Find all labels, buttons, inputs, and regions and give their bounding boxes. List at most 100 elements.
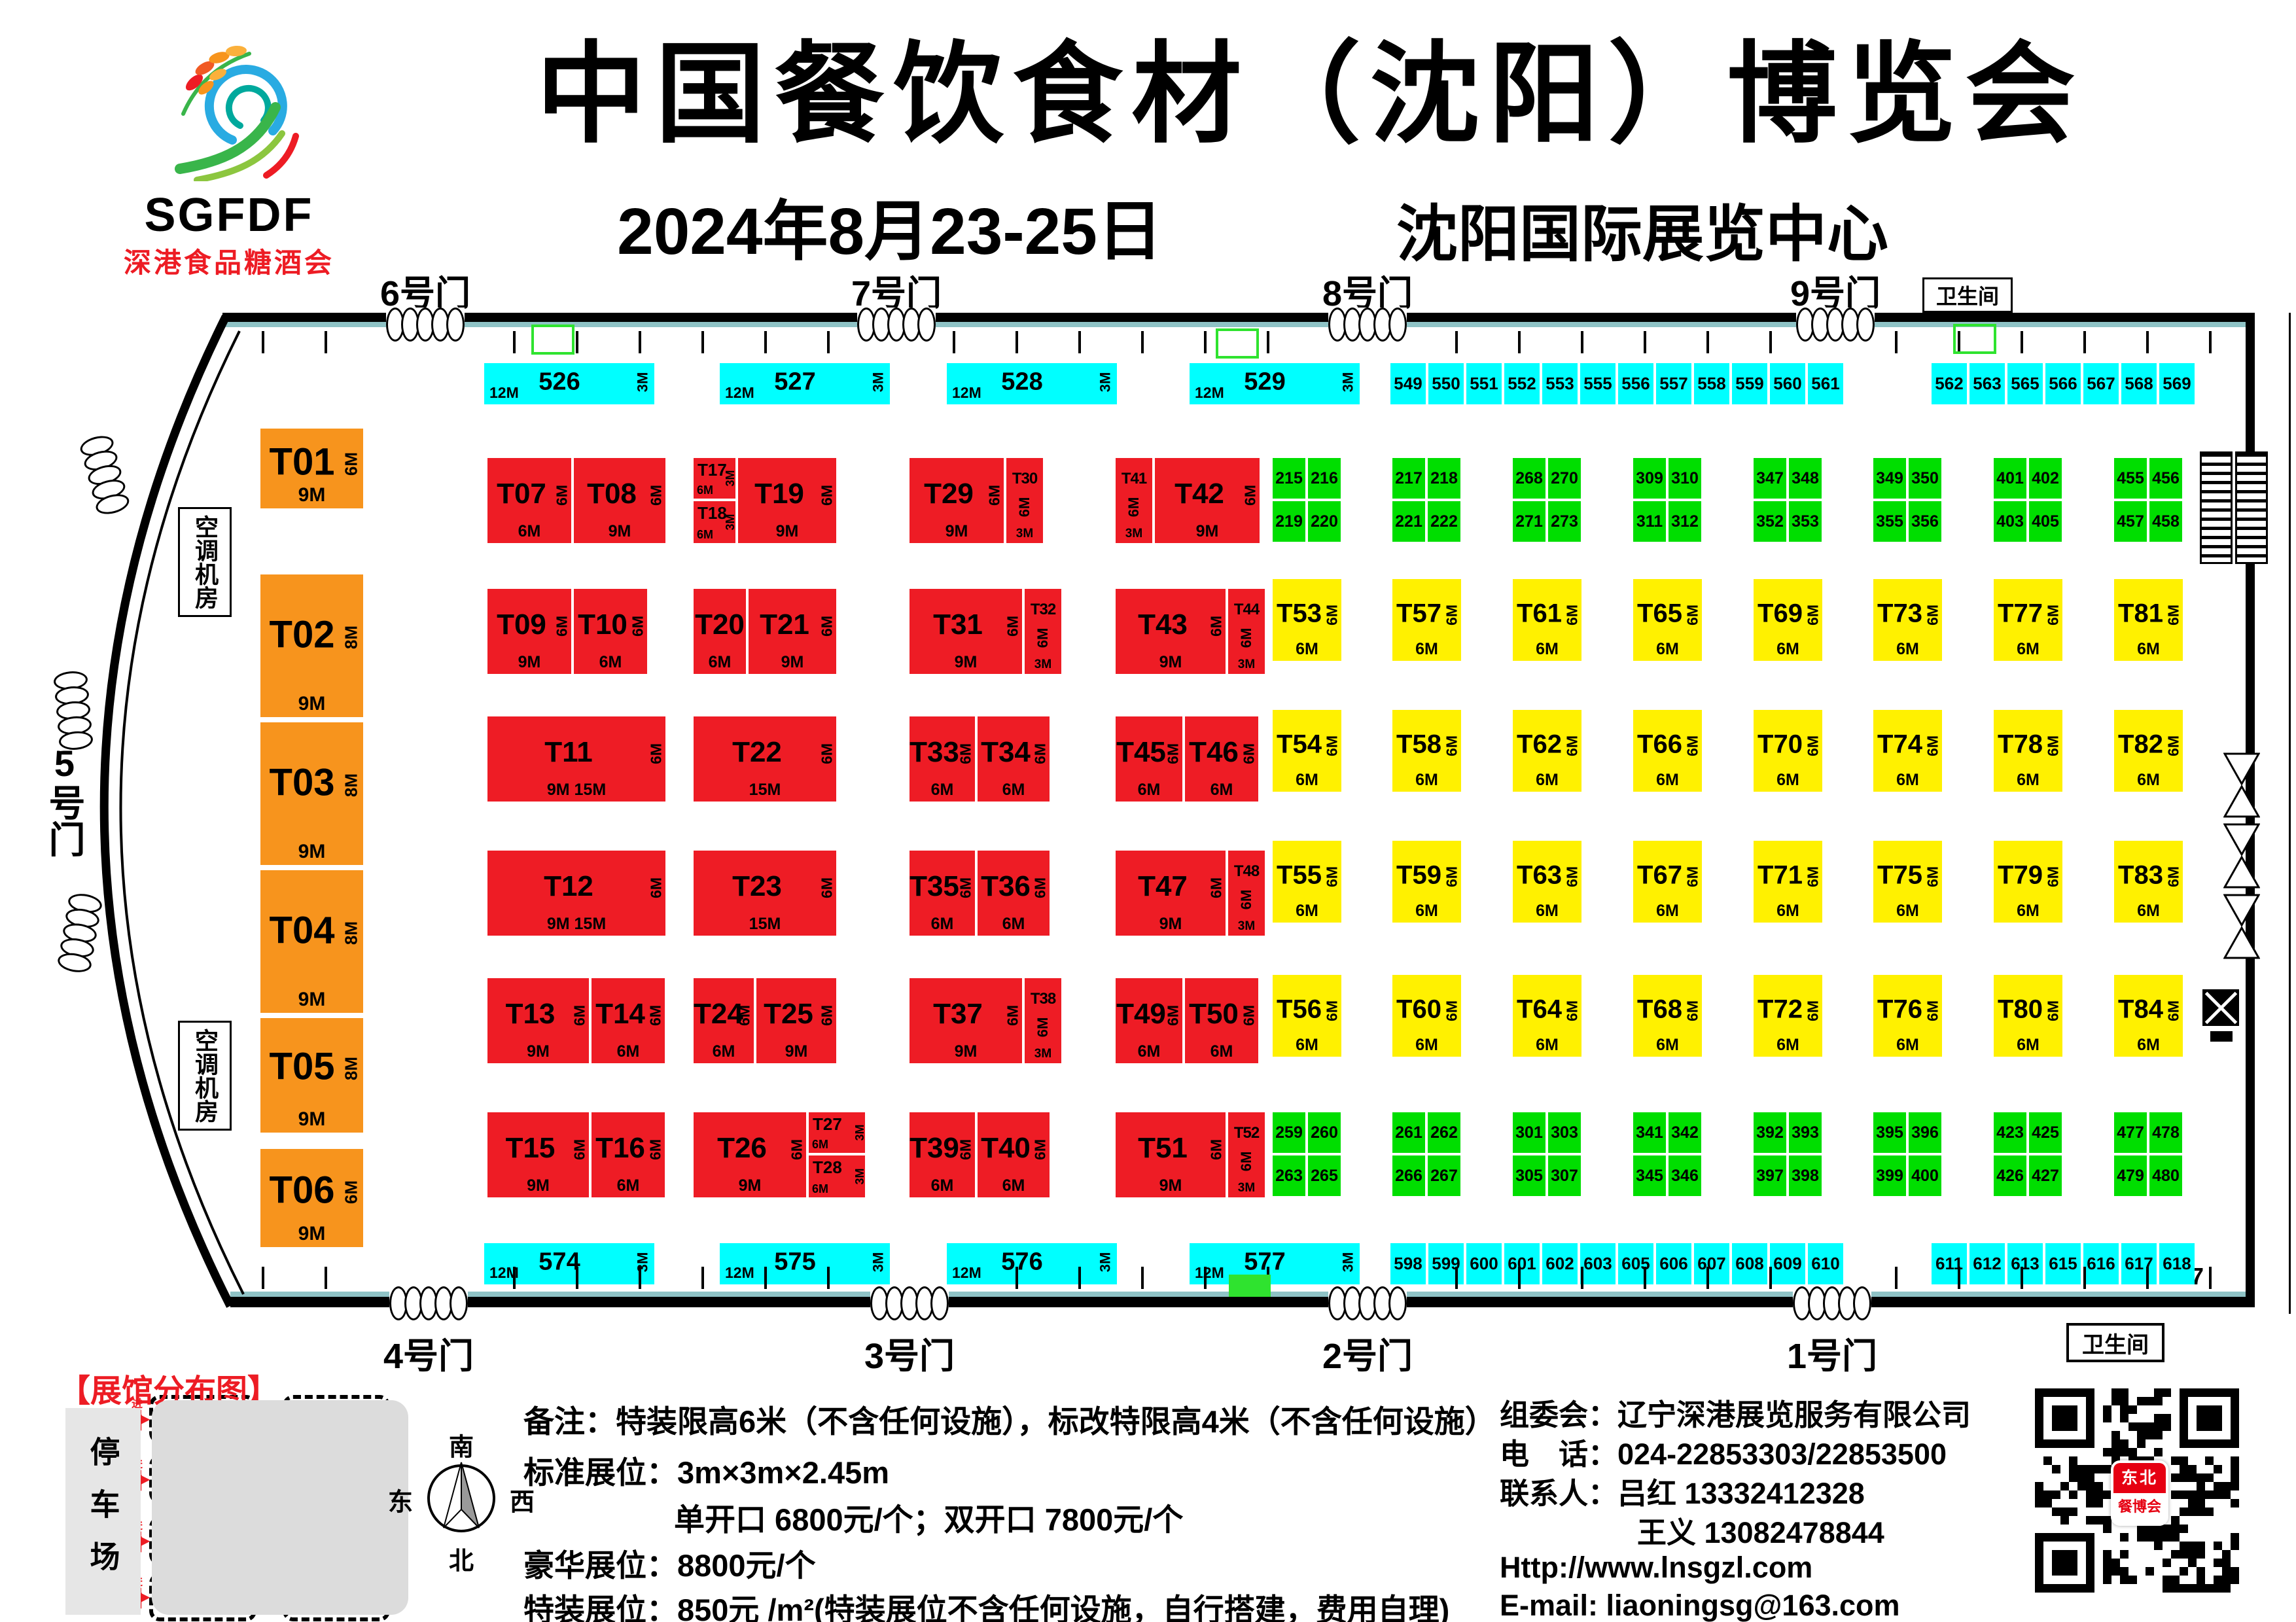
booth-T45: T45 6M 6M <box>1116 716 1182 802</box>
booth-id: T02 <box>269 613 335 656</box>
booth-T07: T07 6M 6M <box>487 458 571 543</box>
wall-column <box>1518 331 1521 353</box>
booth-id: T22 <box>732 735 782 768</box>
booth-width-label: 3M <box>853 1168 866 1185</box>
booth-width-label: 3M <box>1034 658 1052 671</box>
booth-depth-label: 6M <box>646 1139 664 1161</box>
booth-T74: T74 6M 6M <box>1873 710 1942 792</box>
booth-id: T17 <box>698 460 727 480</box>
booth-width-label: 6M <box>2137 640 2160 658</box>
booth-width-label: 9M <box>608 522 631 540</box>
booth-607: 607 <box>1694 1243 1729 1284</box>
booth-id: T30 <box>1012 470 1038 487</box>
entrance-arrow-icon: ▶ <box>140 1534 150 1548</box>
booth-221: 221 <box>1392 501 1425 542</box>
booth-width-label: 12M <box>1195 1264 1224 1281</box>
booth-width-label: 9M <box>945 522 968 540</box>
booth-depth-label: 6M <box>1924 735 1941 756</box>
booth-id: T05 <box>269 1045 335 1087</box>
booth-width-label: 6M <box>930 781 954 799</box>
booth-T73: T73 6M 6M <box>1873 579 1942 661</box>
booth-depth-label: 6M <box>646 1005 664 1027</box>
booth-depth-label: 6M <box>1238 628 1254 648</box>
booth-T08: T08 6M 9M <box>574 458 665 543</box>
booth-depth-label: 3M <box>634 372 651 393</box>
logo-acronym: SGFDF <box>144 189 314 241</box>
booth-width-label: 9M <box>298 841 326 862</box>
booth-width-label: 9M 15M <box>546 781 607 799</box>
booth-220: 220 <box>1308 501 1341 542</box>
booth-depth-label: 3M <box>870 1252 887 1273</box>
booth-width-label: 6M <box>1656 902 1679 920</box>
wall-column <box>1958 1267 1960 1289</box>
logo-subtitle: 深港食品糖酒会 <box>123 247 334 278</box>
booth-301: 301 <box>1513 1112 1545 1153</box>
wall-column <box>1141 331 1144 353</box>
booth-width-label: 6M <box>1415 771 1438 789</box>
booth-T49: T49 6M 6M <box>1116 978 1182 1063</box>
booth-599: 599 <box>1428 1243 1464 1284</box>
booth-width-label: 12M <box>952 1264 981 1281</box>
booth-id: T71 <box>1757 860 1803 889</box>
booth-id: T76 <box>1877 995 1922 1023</box>
booth-T82: T82 6M 6M <box>2114 710 2183 792</box>
wall-column <box>1644 331 1646 353</box>
booth-T47: T47 6M 9M <box>1116 851 1226 936</box>
booth-T83: T83 6M 6M <box>2114 841 2183 923</box>
booth-216: 216 <box>1308 458 1341 499</box>
booth-width-label: 6M <box>1210 1042 1233 1061</box>
booth-depth-label: 6M <box>818 743 836 765</box>
wall-column <box>2146 331 2149 353</box>
booth-id: T77 <box>1998 599 2043 627</box>
booth-T60: T60 6M 6M <box>1392 975 1461 1057</box>
booth-T79: T79 6M 6M <box>1994 841 2062 923</box>
booth-depth-label: 6M <box>1443 866 1460 887</box>
booth-400: 400 <box>1909 1155 1941 1196</box>
booth-T41: T41 6M 3M <box>1116 458 1152 543</box>
booth-T77: T77 6M 6M <box>1994 579 2062 661</box>
booth-width-label: 9M <box>298 693 326 714</box>
booth-id: T04 <box>269 909 335 952</box>
event-venue: 沈阳国际展览中心 <box>1396 200 1888 268</box>
booth-T14: T14 6M 6M <box>592 978 665 1063</box>
booth-width-label: 9M <box>298 484 326 506</box>
booth-423: 423 <box>1994 1112 2026 1153</box>
booth-width-label: 6M <box>930 915 954 933</box>
booth-depth-label: 6M <box>788 1139 805 1161</box>
parking-lot-label: 停车场 <box>65 1408 141 1615</box>
wall-column <box>639 1267 641 1289</box>
booth-depth-label: 6M <box>1164 743 1182 765</box>
wall-column <box>262 331 264 353</box>
elevator-base <box>2210 1031 2233 1042</box>
booth-id: T03 <box>269 761 335 804</box>
booth-478: 478 <box>2149 1112 2182 1153</box>
booth-529: 12M 529 3M <box>1190 363 1360 404</box>
note-booth-price: 单开口 6800元/个；双开口 7800元/个 <box>674 1502 1184 1537</box>
booth-depth-label: 6M <box>1684 735 1701 756</box>
door-symbol-icon <box>1328 308 1407 342</box>
note-standard-booth: 标准展位：3m×3m×2.45m <box>523 1455 890 1490</box>
wall-column <box>2021 1267 2023 1289</box>
booth-depth-label: 6M <box>1804 605 1822 626</box>
page-title: 中国餐饮食材（沈阳）博览会 <box>536 33 2085 156</box>
booth-559: 559 <box>1732 363 1767 404</box>
booth-id: T75 <box>1877 860 1922 889</box>
booth-id: T15 <box>505 1131 556 1164</box>
booth-603: 603 <box>1580 1243 1616 1284</box>
booth-width-label: 6M <box>2017 1036 2040 1054</box>
booth-depth-label: 3M <box>1097 1252 1114 1273</box>
booth-depth-label: 6M <box>1924 1000 1941 1021</box>
booth-depth-label: 6M <box>697 528 714 541</box>
booth-552: 552 <box>1504 363 1540 404</box>
booth-T78: T78 6M 6M <box>1994 710 2062 792</box>
booth-602: 602 <box>1542 1243 1578 1284</box>
booth-depth-label: 6M <box>957 743 974 765</box>
booth-depth-label: 6M <box>1443 1000 1460 1021</box>
booth-depth-label: 6M <box>341 1180 361 1205</box>
booth-id: T46 <box>1189 735 1239 768</box>
wall-column <box>1518 1267 1521 1289</box>
booth-353: 353 <box>1789 501 1822 542</box>
booth-depth-label: 6M <box>2164 866 2182 887</box>
